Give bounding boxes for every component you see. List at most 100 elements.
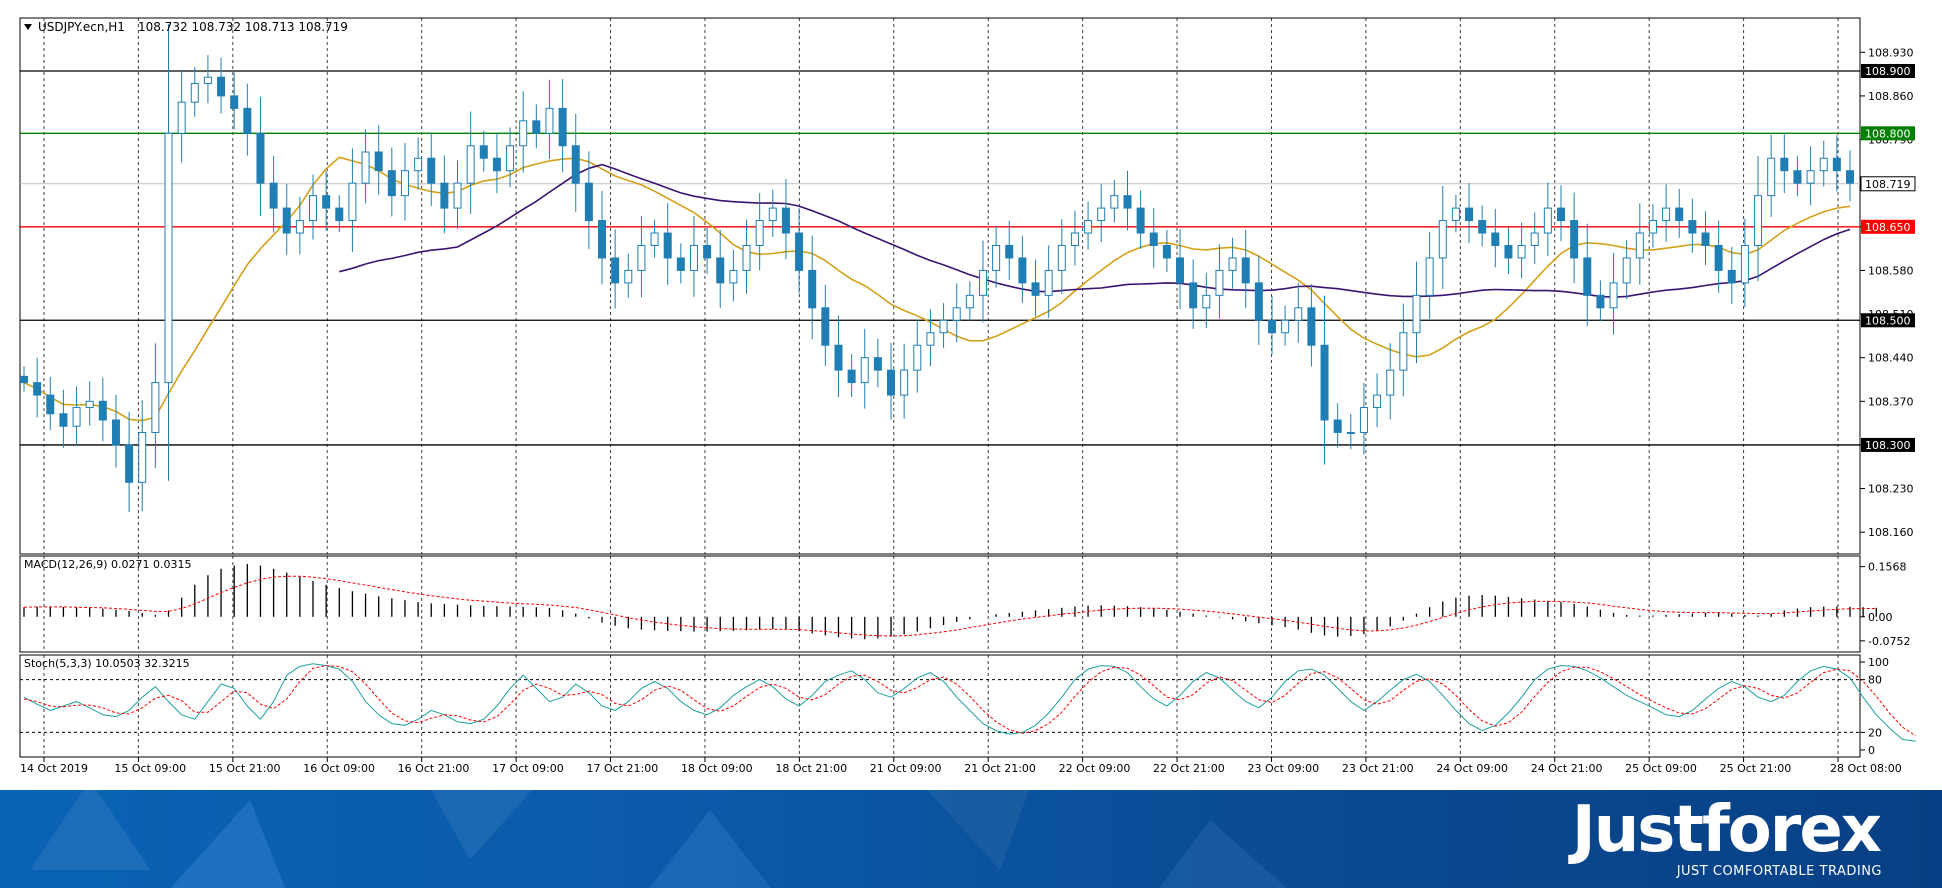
main-panel-frame bbox=[19, 17, 1861, 555]
price-level-label: 108.500 bbox=[1865, 314, 1911, 327]
candle-body bbox=[256, 132, 265, 184]
candle-body bbox=[650, 232, 659, 246]
candle-body bbox=[1543, 207, 1552, 234]
candle-body bbox=[939, 319, 948, 334]
candle-body bbox=[1399, 332, 1408, 371]
candle-body bbox=[952, 307, 961, 321]
banner-shape bbox=[420, 790, 550, 860]
candle-body bbox=[203, 76, 212, 84]
candle-body bbox=[519, 120, 528, 147]
candle-body bbox=[1530, 232, 1539, 246]
candle-body bbox=[689, 244, 698, 271]
candle-body bbox=[1740, 244, 1749, 284]
price-tick-label: 108.930 bbox=[1868, 46, 1914, 59]
main-panel[interactable]: 108.160 108.230 108.300 108.370 108.440 108.5… bbox=[19, 17, 1916, 555]
candle-body bbox=[85, 400, 94, 409]
price-tick-label: 108.860 bbox=[1868, 90, 1914, 103]
candle-body bbox=[1517, 244, 1526, 259]
brand-logo: Justforex bbox=[1571, 793, 1882, 867]
candle-body bbox=[1307, 307, 1316, 346]
trading-chart[interactable]: 108.160 108.230 108.300 108.370 108.440 108.5… bbox=[0, 0, 1942, 790]
candles bbox=[20, 24, 1854, 513]
candle-body bbox=[1136, 207, 1145, 234]
time-tick-label: 24 Oct 21:00 bbox=[1531, 762, 1603, 775]
candle-body bbox=[703, 244, 712, 259]
candle-body bbox=[1281, 319, 1290, 334]
candle-body bbox=[492, 157, 501, 172]
candle-body bbox=[1176, 257, 1185, 284]
candle-body bbox=[1806, 170, 1815, 184]
candle-body bbox=[217, 76, 226, 97]
candle-body bbox=[1018, 257, 1027, 284]
candle-body bbox=[295, 220, 304, 234]
stoch-levels bbox=[20, 679, 1860, 733]
candle-body bbox=[1583, 257, 1592, 296]
stoch-vertical-gridlines bbox=[43, 655, 1839, 757]
banner-shape bbox=[640, 810, 780, 888]
macd-panel-frame bbox=[19, 555, 1861, 653]
candle-body bbox=[887, 369, 896, 396]
stoch-panel[interactable]: 100 80 20 0 Stoch(5,3,3) 10.0503 32.3215 bbox=[19, 654, 1916, 758]
candle-body bbox=[992, 244, 1001, 271]
banner-shape bbox=[1150, 820, 1300, 888]
banner-shape bbox=[900, 790, 1040, 870]
price-tick-label: 108.370 bbox=[1868, 395, 1914, 408]
symbol-dropdown-icon[interactable] bbox=[24, 24, 32, 30]
candle-body bbox=[151, 382, 160, 433]
time-tick-label: 23 Oct 09:00 bbox=[1247, 762, 1319, 775]
candle-body bbox=[1570, 220, 1579, 259]
candle-body bbox=[1084, 220, 1093, 234]
price-tick-label: 108.440 bbox=[1868, 352, 1914, 365]
candle-body bbox=[860, 357, 869, 384]
time-tick-label: 25 Oct 21:00 bbox=[1720, 762, 1792, 775]
candle-body bbox=[781, 207, 790, 234]
price-level-label: 108.650 bbox=[1865, 221, 1911, 234]
candle-body bbox=[1635, 232, 1644, 259]
ma-fast-line bbox=[23, 156, 1851, 422]
time-tick-label: 22 Oct 09:00 bbox=[1059, 762, 1131, 775]
candle-body bbox=[1097, 207, 1106, 222]
candle-body bbox=[834, 344, 843, 371]
candle-body bbox=[663, 232, 672, 259]
candle-body bbox=[1149, 232, 1158, 246]
symbol-label: USDJPY.ecn,H1 bbox=[38, 20, 125, 34]
macd-tick-label: 0.00 bbox=[1868, 611, 1893, 624]
stoch-tick-label: 0 bbox=[1868, 744, 1875, 757]
candle-body bbox=[190, 82, 199, 103]
candle-body bbox=[1267, 319, 1276, 334]
candle-body bbox=[243, 107, 252, 134]
candle-body bbox=[965, 294, 974, 309]
candle-body bbox=[742, 244, 751, 271]
stoch-panel-frame bbox=[19, 654, 1861, 758]
candle-body bbox=[1228, 257, 1237, 271]
candle-body bbox=[1556, 207, 1565, 222]
candle-body bbox=[1819, 157, 1828, 172]
candle-body bbox=[637, 244, 646, 271]
candle-body bbox=[1465, 207, 1474, 222]
price-level-box bbox=[1861, 313, 1915, 328]
chart-background bbox=[0, 0, 1942, 790]
candle-body bbox=[1701, 232, 1710, 246]
candle-body bbox=[125, 444, 134, 483]
current-price-label: 108.719 bbox=[1865, 178, 1911, 191]
macd-panel[interactable]: 0.1568 0.00 -0.0752 MACD(12,26,9) 0.0271 0… bbox=[19, 555, 1910, 653]
candle-body bbox=[111, 419, 120, 446]
candle-body bbox=[1780, 157, 1789, 172]
candle-body bbox=[453, 182, 462, 209]
candle-body bbox=[335, 207, 344, 222]
candle-body bbox=[545, 107, 554, 134]
brand-slogan: JUST COMFORTABLE TRADING bbox=[1676, 864, 1882, 879]
candle-body bbox=[1491, 232, 1500, 246]
candle-body bbox=[1622, 257, 1631, 284]
banner-shape bbox=[160, 800, 290, 888]
time-tick-label: 21 Oct 21:00 bbox=[964, 762, 1036, 775]
candle-body bbox=[59, 413, 68, 427]
candle-body bbox=[729, 269, 738, 284]
candle-body bbox=[900, 369, 909, 396]
candle-body bbox=[1451, 207, 1460, 222]
candle-body bbox=[558, 107, 567, 147]
price-tick-label: 108.580 bbox=[1868, 264, 1914, 277]
price-level-label: 108.900 bbox=[1865, 65, 1911, 78]
current-price-box bbox=[1860, 176, 1916, 192]
candle-body bbox=[1478, 220, 1487, 234]
